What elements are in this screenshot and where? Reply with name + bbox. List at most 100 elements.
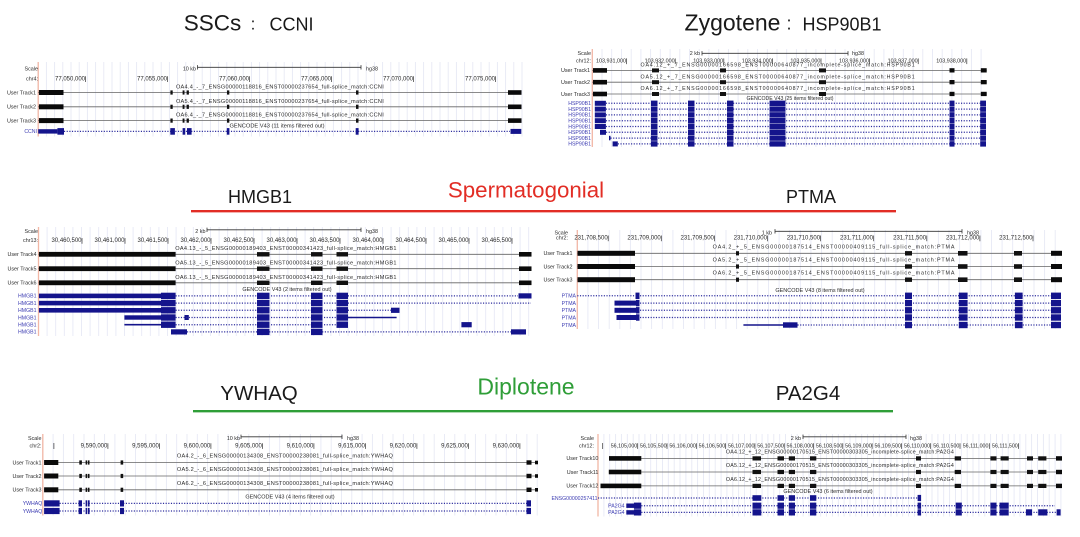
- svg-text:9,600,000: 9,600,000: [184, 443, 211, 449]
- svg-text:PTMA: PTMA: [562, 315, 577, 321]
- svg-text:Scale: Scale: [581, 436, 595, 442]
- svg-text:77,065,000: 77,065,000: [301, 77, 332, 83]
- svg-text:HMGB1: HMGB1: [18, 330, 37, 336]
- svg-text:OA5.12_+_12_ENSG00000170515_EN: OA5.12_+_12_ENSG00000170515_ENST00000303…: [726, 463, 954, 469]
- svg-text:103,931,000: 103,931,000: [596, 59, 626, 65]
- svg-text:hg38: hg38: [910, 436, 922, 442]
- svg-text:9,610,000: 9,610,000: [287, 443, 314, 449]
- svg-text:30,464,500: 30,464,500: [395, 238, 426, 244]
- svg-text:Scale: Scale: [28, 436, 42, 442]
- svg-text:PTMA: PTMA: [562, 323, 577, 329]
- svg-text:OA5.12_+_7_ENSG00000166598_ENS: OA5.12_+_7_ENSG00000166598_ENST000006408…: [641, 74, 916, 80]
- svg-text:HSP90B1: HSP90B1: [802, 15, 881, 35]
- svg-text:10 kb: 10 kb: [183, 67, 196, 73]
- svg-text:77,070,000: 77,070,000: [383, 77, 414, 83]
- svg-text:10 kb: 10 kb: [227, 436, 240, 442]
- svg-text:hg38: hg38: [366, 229, 378, 235]
- svg-text:GENCODE V43 (4 items filtered: GENCODE V43 (4 items filtered out): [245, 494, 334, 500]
- svg-text:chr12:: chr12:: [579, 443, 594, 449]
- svg-text:User Track2: User Track2: [543, 264, 572, 270]
- svg-text:User Track3: User Track3: [7, 118, 36, 124]
- svg-text:CCNI: CCNI: [24, 129, 37, 135]
- svg-text:OA6.12_+_12_ENSG00000170515_EN: OA6.12_+_12_ENSG00000170515_ENST00000303…: [726, 477, 954, 483]
- svg-text:Diplotene: Diplotene: [477, 374, 574, 400]
- svg-text:30,465,500: 30,465,500: [481, 238, 512, 244]
- svg-text:56,108,000: 56,108,000: [787, 443, 814, 449]
- svg-text:2 kb: 2 kb: [690, 51, 700, 57]
- svg-text:OA5.2_+_5_ENSG00000187514_ENST: OA5.2_+_5_ENSG00000187514_ENST0000040911…: [713, 258, 956, 264]
- svg-text:User Track3: User Track3: [543, 278, 572, 284]
- svg-text:9,630,000: 9,630,000: [493, 443, 520, 449]
- svg-text:56,110,000: 56,110,000: [904, 443, 930, 449]
- svg-text:User Track1: User Track1: [12, 460, 41, 466]
- svg-text:56,105,000: 56,105,000: [611, 443, 638, 449]
- svg-text:User Track3: User Track3: [561, 92, 590, 98]
- svg-text:User Track1: User Track1: [561, 68, 590, 74]
- svg-text:77,050,000: 77,050,000: [55, 77, 86, 83]
- svg-text:User Track5: User Track5: [7, 267, 36, 273]
- svg-text:User Track2: User Track2: [12, 474, 41, 480]
- svg-text:56,107,500: 56,107,500: [757, 443, 784, 449]
- svg-text:OA6.4_-_7_ENSG00000118816_ENST: OA6.4_-_7_ENSG00000118816_ENST0000023765…: [176, 113, 384, 119]
- svg-text:YWHAQ: YWHAQ: [220, 382, 297, 405]
- svg-text:chr13:: chr13:: [23, 238, 38, 244]
- svg-text:30,463,500: 30,463,500: [309, 238, 340, 244]
- svg-text:56,105,500: 56,105,500: [640, 443, 667, 449]
- svg-text:231,712,500: 231,712,500: [999, 236, 1033, 242]
- svg-text:OA6.12_+_7_ENSG00000166598_ENS: OA6.12_+_7_ENSG00000166598_ENST000006408…: [641, 86, 916, 92]
- svg-text:PTMA: PTMA: [562, 294, 577, 300]
- svg-text:103,937,000: 103,937,000: [888, 59, 918, 65]
- svg-text:User Track2: User Track2: [561, 80, 590, 86]
- svg-text:231,710,500: 231,710,500: [787, 236, 821, 242]
- svg-text:231,712,000: 231,712,000: [946, 236, 980, 242]
- svg-text:SSCs: SSCs: [184, 11, 242, 36]
- svg-text:GENCODE V43 (25 items filtered: GENCODE V43 (25 items filtered out): [746, 96, 833, 102]
- svg-text:Scale: Scale: [25, 229, 39, 235]
- svg-text:56,110,500: 56,110,500: [933, 443, 959, 449]
- svg-text:User Track1: User Track1: [543, 251, 572, 257]
- svg-text:PA2G4: PA2G4: [776, 382, 841, 405]
- svg-text:hg38: hg38: [852, 51, 864, 57]
- svg-text:30,464,000: 30,464,000: [352, 238, 383, 244]
- svg-text:HMGB1: HMGB1: [18, 301, 37, 307]
- svg-text:chr2:: chr2:: [556, 236, 568, 242]
- svg-text:OA4.12_+_7_ENSG00000166598_ENS: OA4.12_+_7_ENSG00000166598_ENST000006408…: [641, 63, 916, 69]
- svg-text:hg38: hg38: [967, 230, 979, 236]
- svg-text:PTMA: PTMA: [562, 308, 577, 314]
- svg-text:HMGB1: HMGB1: [18, 315, 37, 321]
- svg-text:Scale: Scale: [555, 230, 569, 236]
- svg-text:User Track2: User Track2: [7, 105, 36, 111]
- svg-text:HSP90B1: HSP90B1: [568, 119, 591, 125]
- svg-text:GENCODE V43 (2 items filtered: GENCODE V43 (2 items filtered out): [242, 287, 331, 293]
- svg-text:HSP90B1: HSP90B1: [568, 113, 591, 119]
- svg-text:OA5.4_-_7_ENSG00000118816_ENST: OA5.4_-_7_ENSG00000118816_ENST0000023765…: [176, 99, 384, 105]
- svg-text:56,109,000: 56,109,000: [845, 443, 872, 449]
- svg-text::: :: [251, 15, 256, 34]
- svg-text:User Track6: User Track6: [7, 281, 36, 287]
- svg-text:HSP90B1: HSP90B1: [568, 101, 591, 107]
- svg-text:231,709,500: 231,709,500: [681, 236, 715, 242]
- svg-text:56,111,000: 56,111,000: [963, 443, 989, 449]
- svg-text:chr2:: chr2:: [30, 443, 42, 449]
- svg-text:HSP90B1: HSP90B1: [568, 142, 591, 148]
- svg-text:User Track11: User Track11: [567, 470, 599, 476]
- svg-text:HSP90B1: HSP90B1: [568, 130, 591, 136]
- svg-text:PA2G4: PA2G4: [608, 504, 624, 510]
- svg-text:chr4:: chr4:: [26, 77, 38, 83]
- svg-text:hg38: hg38: [366, 67, 378, 73]
- svg-text:103,934,000: 103,934,000: [742, 59, 772, 65]
- svg-text:PTMA: PTMA: [562, 301, 577, 307]
- svg-text:Scale: Scale: [25, 67, 39, 73]
- svg-text:HMGB1: HMGB1: [228, 187, 292, 207]
- svg-text:9,595,000: 9,595,000: [132, 443, 159, 449]
- svg-text:9,605,000: 9,605,000: [235, 443, 262, 449]
- svg-text:HSP90B1: HSP90B1: [568, 136, 591, 142]
- svg-text:OA5.2_-_6_ENSG00000134308_ENST: OA5.2_-_6_ENSG00000134308_ENST0000023808…: [177, 467, 394, 473]
- svg-text:9,625,000: 9,625,000: [441, 443, 468, 449]
- svg-text:56,108,500: 56,108,500: [816, 443, 843, 449]
- svg-text:30,461,500: 30,461,500: [137, 238, 168, 244]
- svg-text:30,462,000: 30,462,000: [180, 238, 211, 244]
- svg-text:56,109,500: 56,109,500: [874, 443, 901, 449]
- svg-text:OA5.13_-_5_ENSG00000189403_ENS: OA5.13_-_5_ENSG00000189403_ENST000003414…: [175, 261, 397, 267]
- svg-text:YWHAQ: YWHAQ: [23, 501, 43, 507]
